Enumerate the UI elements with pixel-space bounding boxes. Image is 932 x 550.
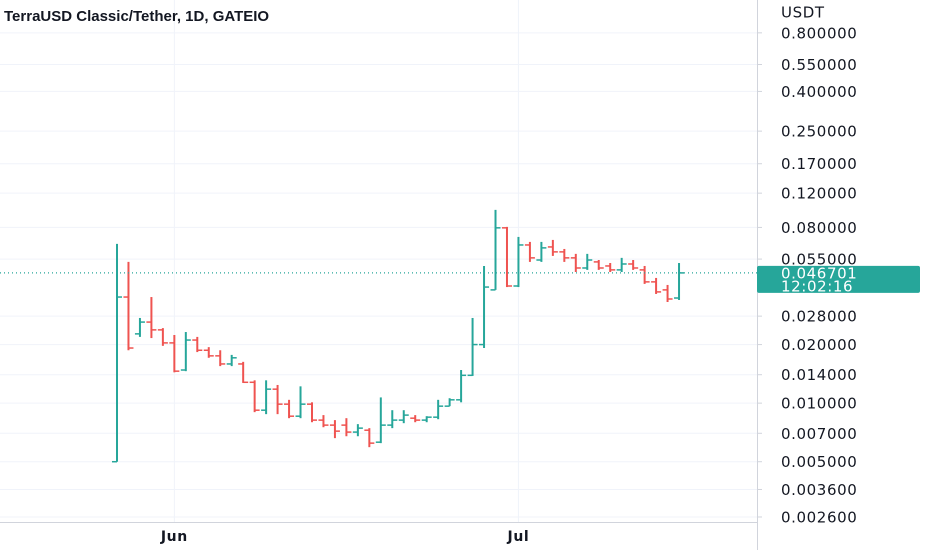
chart-title: TerraUSD Classic/Tether, 1D, GATEIO <box>4 8 269 25</box>
x-tick-label: Jul <box>507 529 530 545</box>
axis-unit: USDT <box>781 4 825 22</box>
last-price-box <box>757 265 920 293</box>
y-tick-label: 0.005000 <box>781 453 857 471</box>
y-tick-label: 0.550000 <box>781 56 857 74</box>
y-tick-label: 0.028000 <box>781 308 857 326</box>
y-tick-label: 0.014000 <box>781 366 857 384</box>
x-tick-label: Jun <box>160 529 188 545</box>
y-tick-label: 0.080000 <box>781 219 857 237</box>
y-tick-label: 0.003600 <box>781 481 857 499</box>
y-tick-label: 0.120000 <box>781 185 857 203</box>
bars <box>112 209 685 463</box>
y-tick-label: 0.002600 <box>781 508 857 526</box>
last-price-label: 0.046701 <box>781 264 857 282</box>
y-tick-label: 0.007000 <box>781 425 857 443</box>
countdown-label: 12:02:16 <box>781 277 853 295</box>
y-tick-label: 0.020000 <box>781 336 857 354</box>
y-tick-label: 0.170000 <box>781 155 857 173</box>
y-tick-label: 0.250000 <box>781 123 857 141</box>
grid <box>0 0 757 522</box>
y-tick-label: 0.055000 <box>781 251 857 269</box>
y-tick-label: 0.400000 <box>781 83 857 101</box>
y-tick-label: 0.010000 <box>781 395 857 413</box>
y-tick-label: 0.800000 <box>781 24 857 42</box>
